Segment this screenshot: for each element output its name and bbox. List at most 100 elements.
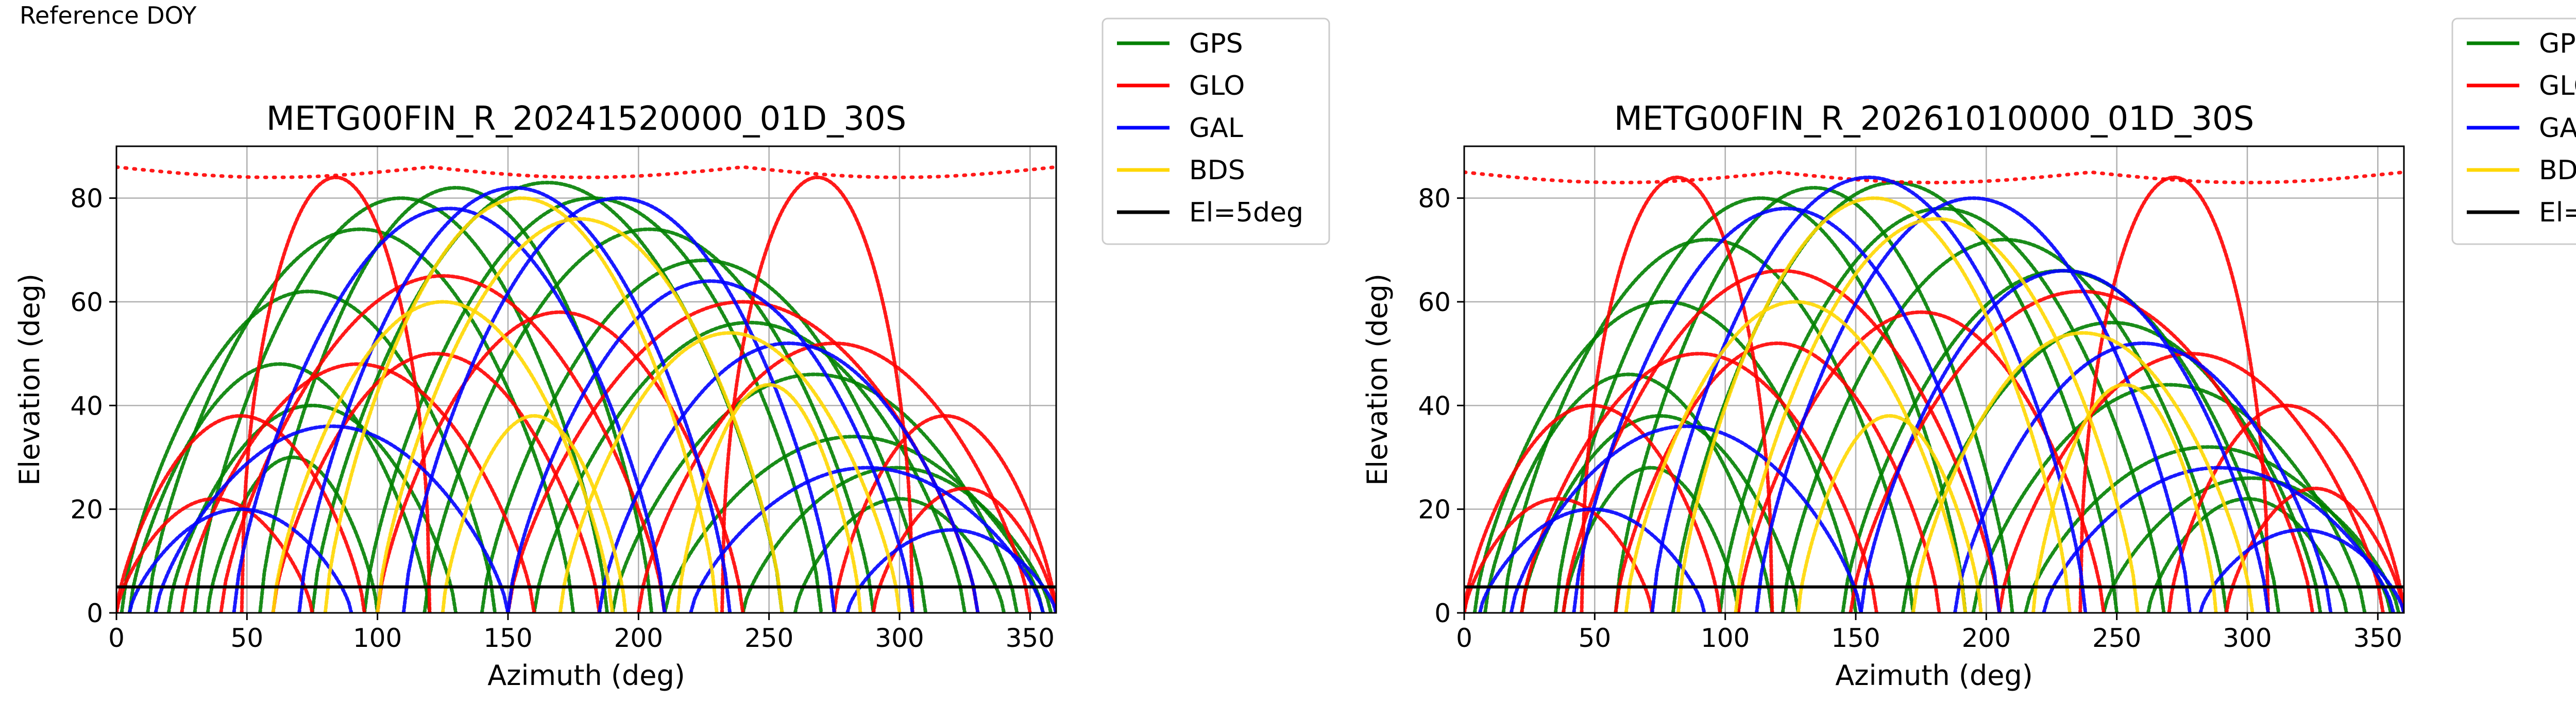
axes-frame [1463, 145, 2405, 614]
track-glo [1849, 289, 2315, 613]
series-gps [1472, 180, 2401, 613]
track-gps [2102, 476, 2401, 613]
legend-entry: El=5deg [2539, 197, 2576, 228]
track-bds [1911, 331, 2255, 613]
series-bds [1624, 196, 2255, 613]
x-tick-label: 50 [1579, 623, 1612, 653]
track-gps [1562, 466, 1740, 613]
x-tick-label: 300 [2223, 623, 2272, 653]
track-gps [480, 258, 928, 613]
track-glo [2078, 175, 2270, 613]
legend-entry: GLO [2539, 71, 2576, 101]
series-gal [127, 185, 1056, 613]
y-tick-label: 20 [1418, 495, 1451, 525]
y-tick-label: 80 [1418, 184, 1451, 214]
legend-entry: GAL [1189, 113, 1243, 144]
x-tick-label: 350 [2353, 623, 2402, 653]
y-axis-label: Elevation (deg) [13, 273, 46, 486]
reference-doy-label: Reference DOY [20, 2, 197, 29]
legend-entry: GPS [2539, 28, 2576, 59]
y-axis-label: Elevation (deg) [1361, 273, 1394, 486]
y-tick-label: 20 [70, 495, 103, 525]
track-gal [689, 466, 1045, 613]
track-bds [440, 414, 628, 613]
track-gal [506, 279, 914, 613]
track-gps [206, 455, 380, 613]
x-tick-label: 100 [1701, 623, 1750, 653]
track-gal [597, 341, 980, 613]
track-bds [1624, 300, 1968, 613]
track-glo [832, 414, 1056, 613]
track-glo [116, 165, 1056, 179]
track-gal [1572, 207, 2002, 613]
y-tick-label: 60 [1418, 287, 1451, 317]
y-tick-label: 40 [1418, 391, 1451, 421]
track-gps [166, 403, 458, 613]
x-tick-label: 200 [1962, 623, 2011, 653]
chart-panel-left: 0 50 100 150 200 250 300 350 0 20 40 60 80 Azimuth (d… [13, 18, 1330, 692]
x-tick-label: 0 [108, 623, 125, 653]
track-gal [401, 196, 836, 613]
legend: GPS GLO GAL BDS El=5deg [2451, 18, 2576, 245]
track-bds [376, 217, 784, 613]
y-tick-label: 0 [1434, 598, 1451, 628]
track-bds [1797, 414, 1983, 613]
track-gps [193, 196, 609, 613]
legend-box [1101, 18, 1330, 245]
track-gps [1553, 196, 1968, 613]
track-glo [1464, 170, 2404, 185]
x-tick-label: 250 [2092, 623, 2141, 653]
track-glo [376, 310, 745, 613]
track-gal [127, 507, 353, 613]
track-glo [1520, 352, 1878, 613]
plot-area [1464, 170, 2404, 613]
track-gal [2198, 528, 2404, 613]
x-tick-label: 150 [483, 623, 532, 653]
x-tick-label: 0 [1456, 623, 1472, 653]
track-gps [310, 180, 784, 613]
x-tick-label: 150 [1831, 623, 1880, 653]
track-gps [1971, 383, 2367, 613]
track-gps [1781, 237, 2228, 613]
track-gal [1953, 341, 2333, 613]
track-gal [1478, 507, 1706, 613]
track-bds [2031, 383, 2218, 613]
legend-entry: BDS [2539, 155, 2576, 186]
x-axis-label: Azimuth (deg) [1835, 659, 2033, 692]
track-gps [1472, 300, 1858, 613]
track-bds [675, 383, 862, 613]
x-tick-label: 300 [875, 623, 924, 653]
track-gps [1520, 414, 1800, 613]
track-glo [2167, 403, 2404, 613]
x-tick-label: 350 [1006, 623, 1055, 653]
series-glo [1464, 170, 2404, 613]
series-bds [271, 196, 902, 613]
legend: GPS GLO GAL BDS El=5deg [1101, 18, 1330, 245]
track-bds [1676, 196, 2072, 613]
series-gal [1478, 175, 2404, 613]
track-gal [1650, 175, 2088, 613]
legend-entry: BDS [1189, 155, 1245, 186]
y-tick-label: 0 [87, 598, 103, 628]
legend-entry: GPS [1189, 28, 1243, 59]
chart-title: METG00FIN_R_20261010000_01D_30S [1614, 100, 2255, 138]
track-glo [1580, 175, 1774, 613]
track-gps [1483, 372, 1774, 613]
y-tick-label: 80 [70, 184, 103, 214]
x-tick-label: 100 [353, 623, 402, 653]
series-glo [116, 165, 1056, 613]
track-gps [146, 227, 575, 613]
y-tick-label: 40 [70, 391, 103, 421]
track-glo [871, 486, 1056, 613]
track-gps [611, 372, 1019, 613]
track-gps [741, 466, 1053, 613]
series-gps [120, 180, 1053, 613]
track-bds [558, 331, 902, 613]
track-gps [120, 289, 497, 613]
x-tick-label: 200 [614, 623, 663, 653]
track-bds [1734, 217, 2140, 613]
plot-area [116, 165, 1056, 613]
chart-title: METG00FIN_R_20241520000_01D_30S [266, 100, 907, 138]
track-bds [323, 196, 719, 613]
track-glo [271, 352, 601, 613]
